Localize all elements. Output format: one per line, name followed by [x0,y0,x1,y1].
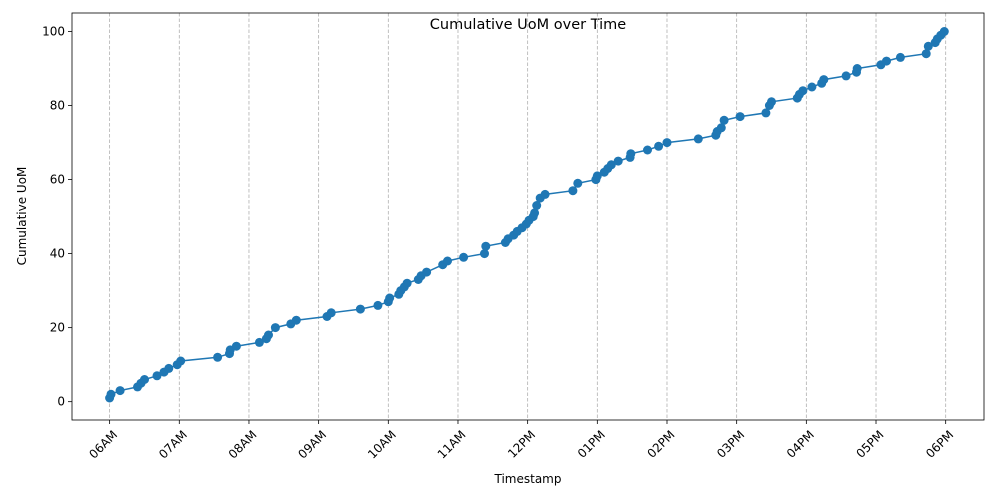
data-point [735,112,745,122]
data-point [373,300,383,310]
data-points [105,27,949,403]
data-point [106,389,116,399]
data-point [613,156,623,166]
x-tick-label: 09AM [295,428,329,462]
data-point [716,123,726,133]
x-tick-label: 06PM [923,428,956,461]
x-axis-label: Timestamp [494,472,562,486]
y-tick-label: 20 [50,321,65,335]
data-point [355,304,365,314]
data-point [895,52,905,62]
data-point [626,149,636,159]
data-point [807,82,817,92]
y-tick-label: 80 [50,99,65,113]
data-point [540,189,550,199]
data-point [532,201,542,210]
x-tick-label: 08AM [226,428,260,462]
x-tick-label: 03PM [714,428,747,461]
x-tick-label: 10AM [365,428,399,462]
data-point [385,293,395,303]
x-tick-label: 02PM [644,428,677,461]
data-point [402,278,412,288]
data-point [923,41,933,51]
x-tick-label: 12PM [505,428,538,461]
data-point [164,363,174,373]
data-point [654,141,664,151]
y-tick-label: 40 [50,247,65,261]
data-point [921,49,931,59]
data-point [852,64,862,73]
data-point [798,86,808,96]
data-point [592,171,602,181]
data-point [643,145,652,155]
data-point [326,308,336,318]
data-point [662,138,672,148]
y-tick-label: 0 [57,395,65,409]
x-tick-label: 06AM [86,428,120,462]
data-point [882,56,891,66]
data-point [480,249,489,259]
data-point [481,241,491,251]
data-point [606,160,616,170]
data-point [573,178,583,188]
data-point [819,75,829,85]
y-axis: 0 20 40 60 80 100 [42,25,72,409]
data-point [176,356,186,366]
data-point [115,386,125,396]
x-tick-label: 11AM [435,428,469,462]
data-point [291,315,301,325]
data-point [693,134,703,144]
data-point [152,371,162,381]
data-point [530,208,540,218]
data-point [140,375,149,384]
data-point [422,267,432,277]
x-tick-label: 07AM [156,428,190,462]
data-point [254,337,264,347]
data-point [939,27,949,36]
y-tick-label: 100 [42,25,65,39]
data-point [264,330,273,340]
x-axis: 06AM 07AM 08AM 09AM 10AM 11AM 12PM 01PM 02PM 03PM… [86,420,956,461]
x-tick-label: 04PM [784,428,817,461]
data-point [231,341,241,351]
data-point [568,186,578,196]
data-point [443,256,452,266]
data-point [761,108,771,118]
data-point [270,323,280,333]
data-point [213,352,223,362]
data-point [459,252,469,262]
y-axis-label: Cumulative UoM [15,167,29,266]
data-point [841,71,851,81]
data-point [767,97,776,107]
data-point [719,115,729,125]
x-tick-label: 05PM [853,428,886,461]
x-tick-label: 01PM [575,428,608,461]
y-tick-label: 60 [50,173,65,187]
